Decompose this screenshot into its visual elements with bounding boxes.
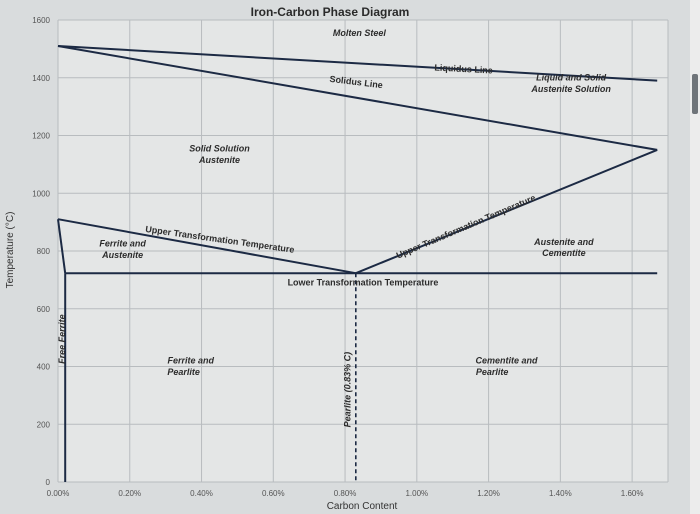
y-tick-label: 600	[37, 305, 51, 314]
series-line	[57, 219, 67, 274]
chart-annotation: Ferrite and	[168, 356, 215, 366]
x-tick-label: 0.40%	[190, 489, 213, 498]
chart-annotation: Austenite Solution	[530, 84, 611, 94]
series-line	[57, 218, 356, 275]
gridlines	[57, 19, 669, 483]
chart-annotation: Cementite	[542, 248, 586, 258]
scrollbar-thumb[interactable]	[692, 74, 698, 114]
chart-annotation: Pearlite	[476, 367, 509, 377]
x-tick-label: 1.60%	[621, 489, 644, 498]
chart-annotation: Austenite and	[533, 237, 594, 247]
x-axis-label: Carbon Content	[327, 501, 398, 512]
x-tick-label: 1.40%	[549, 489, 572, 498]
series-line	[57, 45, 658, 151]
y-tick-label: 1400	[32, 74, 50, 83]
x-tick-label: 1.20%	[477, 489, 500, 498]
y-tick-labels: 0 200 400 600 800 1000 1200 1400 1600	[32, 16, 50, 487]
window-scrollbar[interactable]	[690, 0, 700, 514]
y-tick-label: 0	[46, 478, 51, 487]
chart-annotation: Cementite and	[476, 356, 539, 366]
x-tick-label: 0.20%	[118, 489, 141, 498]
chart-annotation: Solid Solution	[189, 143, 250, 153]
chart-annotation: Pearlite (0.83% C)	[342, 352, 352, 428]
chart-annotation: Ferrite and	[99, 239, 146, 249]
chart-annotation: Lower Transformation Temperature	[288, 278, 439, 288]
y-tick-label: 400	[37, 363, 51, 372]
chart-annotation: Austenite	[198, 155, 240, 165]
chart-annotation: Liquidus Line	[434, 62, 493, 75]
x-tick-labels: 0.00% 0.20% 0.40% 0.60% 0.80% 1.00% 1.20% 1.40%…	[47, 489, 644, 498]
chart-annotation: Austenite	[101, 250, 143, 260]
y-tick-label: 1600	[32, 16, 50, 25]
y-tick-label: 1200	[32, 132, 50, 141]
series-line	[57, 45, 658, 82]
chart-annotation: Pearlite	[167, 367, 200, 377]
x-tick-label: 0.60%	[262, 489, 285, 498]
x-tick-label: 0.80%	[334, 489, 357, 498]
y-tick-label: 200	[37, 420, 51, 429]
chart-annotation: Liquid and Solid	[536, 73, 606, 83]
y-axis-label: Temperature (°C)	[5, 212, 16, 289]
chart-annotation: Free Ferrite	[57, 314, 67, 364]
x-tick-label: 0.00%	[47, 489, 70, 498]
chart-annotation: Molten Steel	[333, 28, 387, 38]
phase-lines	[57, 45, 658, 482]
chart-title: Iron-Carbon Phase Diagram	[251, 5, 410, 19]
series-line	[355, 148, 658, 275]
y-tick-label: 1000	[32, 189, 50, 198]
x-tick-label: 1.00%	[405, 489, 428, 498]
y-tick-label: 800	[37, 247, 51, 256]
